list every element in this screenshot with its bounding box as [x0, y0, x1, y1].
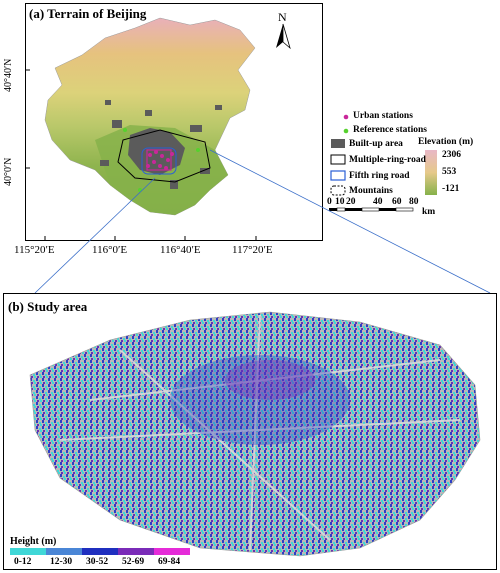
height-class-swatch	[10, 548, 46, 555]
legend-multiple-ring: Multiple-ring-road	[349, 155, 426, 165]
panel-a-ticks	[25, 69, 257, 241]
roads	[59, 314, 461, 551]
elevation-mid: 553	[442, 167, 457, 177]
legend-mountains: Mountains	[349, 186, 393, 196]
panel-a-title: (a) Terrain of Beijing	[29, 6, 147, 21]
x-tick-116-40: 116°40′E	[160, 244, 201, 256]
height-class-swatch	[82, 548, 118, 555]
north-arrow-icon	[276, 23, 291, 50]
scale-40: 40	[373, 197, 383, 207]
scale-10: 10	[335, 197, 345, 207]
legend-reference-stations: Reference stations	[353, 125, 427, 135]
height-legend-title: Height (m)	[10, 536, 57, 547]
panel-b-title: (b) Study area	[8, 299, 88, 314]
elevation-colorbar	[425, 150, 437, 195]
multiple-ring-road	[117, 129, 211, 183]
scale-60: 60	[392, 197, 402, 207]
height-class-label: 69-84	[158, 557, 181, 567]
height-class-label: 30-52	[86, 557, 109, 567]
legend-built-up: Built-up area	[349, 139, 403, 149]
height-legend-bar	[10, 548, 190, 555]
height-class-label: 12-30	[50, 557, 73, 567]
scale-80: 80	[409, 197, 419, 207]
elevation-title: Elevation (m)	[418, 137, 474, 147]
urban-stations	[146, 150, 174, 170]
height-class-swatch	[46, 548, 82, 555]
x-tick-116-00: 116°0′E	[92, 244, 128, 256]
legend-fifth-ring: Fifth ring road	[349, 171, 410, 181]
legend-urban-stations: Urban stations	[353, 111, 413, 121]
elevation-min: -121	[442, 184, 460, 194]
fifth-ring	[141, 147, 177, 175]
elevation-max: 2306	[442, 150, 461, 160]
x-tick-115-20: 115°20′E	[14, 244, 55, 256]
scale-20: 20	[346, 197, 356, 207]
x-tick-117-20: 117°20′E	[232, 244, 273, 256]
height-class-label: 52-69	[122, 557, 145, 567]
scale-0: 0	[327, 197, 332, 207]
height-class-swatch	[118, 548, 154, 555]
height-class-swatch	[154, 548, 190, 555]
north-label: N	[278, 10, 287, 24]
scale-unit: km	[422, 207, 436, 217]
scale-bar	[329, 207, 414, 212]
height-class-label: 0-12	[14, 557, 32, 567]
